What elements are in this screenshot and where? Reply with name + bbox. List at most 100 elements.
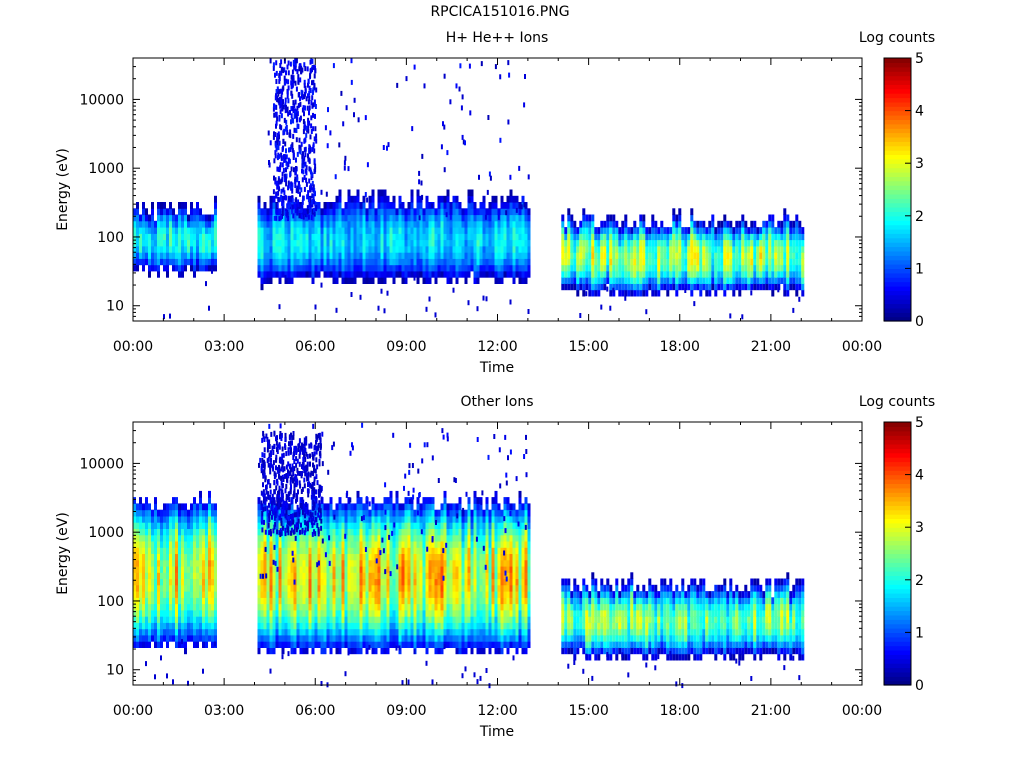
colorbar-swatch — [884, 198, 911, 204]
heatmap-cell — [332, 277, 336, 284]
heatmap-cell — [329, 214, 333, 222]
heatmap-cell — [666, 270, 670, 278]
heatmap-cell — [585, 220, 589, 228]
heatmap-cell — [708, 270, 712, 278]
heatmap-cell — [380, 584, 384, 592]
heatmap-cell — [190, 566, 193, 573]
heatmap-cell — [383, 277, 387, 284]
heatmap-cell — [151, 553, 154, 561]
heatmap-cell — [470, 258, 474, 266]
heatmap-cell — [323, 591, 327, 598]
heatmap-cell — [175, 597, 178, 605]
heatmap-cell — [214, 591, 217, 598]
heatmap-cell — [211, 572, 214, 580]
heatmap-cell — [287, 622, 291, 630]
heatmap-cell — [296, 151, 299, 157]
heatmap-cell — [332, 616, 336, 623]
heatmap-cell — [750, 227, 754, 234]
heatmap-cell — [524, 239, 528, 247]
heatmap-cell — [335, 515, 339, 523]
heatmap-cell — [741, 264, 745, 272]
heatmap-cell — [293, 113, 296, 119]
heatmap-cell — [266, 534, 270, 542]
heatmap-cell — [172, 227, 175, 234]
heatmap-cell — [527, 258, 531, 266]
heatmap-cell — [356, 547, 360, 554]
heatmap-cell — [281, 245, 285, 253]
heatmap-cell — [609, 239, 613, 247]
heatmap-cell — [386, 227, 390, 234]
heatmap-cell — [663, 252, 667, 259]
heatmap-cell — [305, 534, 309, 542]
heatmap-cell — [720, 227, 724, 234]
heatmap-cell — [395, 270, 399, 278]
heatmap-cell — [711, 239, 715, 247]
heatmap-cell — [286, 210, 289, 215]
heatmap-cell — [296, 210, 299, 216]
heatmap-cell — [269, 58, 272, 64]
heatmap-cell — [591, 258, 595, 266]
heatmap-cell — [347, 509, 351, 517]
heatmap-cell — [341, 509, 345, 517]
heatmap-cell — [166, 641, 169, 648]
heatmap-cell — [326, 584, 330, 592]
heatmap-cell — [362, 541, 366, 548]
heatmap-cell — [332, 572, 336, 580]
heatmap-cell — [720, 233, 724, 241]
heatmap-cell — [281, 233, 285, 241]
heatmap-cell — [317, 603, 321, 611]
heatmap-cell — [443, 214, 447, 222]
heatmap-cell — [275, 559, 279, 567]
heatmap-cell — [154, 541, 157, 548]
heatmap-cell — [148, 616, 151, 623]
heatmap-cell — [304, 85, 307, 91]
heatmap-cell — [609, 264, 613, 272]
heatmap-cell — [344, 609, 348, 617]
heatmap-cell — [305, 515, 309, 523]
heatmap-cell — [187, 628, 190, 636]
heatmap-cell — [301, 177, 304, 183]
heatmap-cell — [732, 277, 736, 284]
heatmap-cell — [681, 264, 685, 272]
heatmap-cell — [359, 497, 363, 504]
heatmap-cell — [672, 214, 676, 222]
heatmap-cell — [386, 553, 390, 561]
heatmap-cell — [308, 178, 311, 184]
heatmap-cell — [353, 233, 357, 241]
heatmap-cell — [418, 215, 421, 221]
heatmap-cell — [762, 283, 766, 291]
heatmap-cell — [196, 528, 199, 536]
heatmap-cell — [368, 214, 372, 222]
heatmap-cell — [428, 233, 432, 241]
heatmap-cell — [506, 220, 510, 228]
heatmap-cell — [290, 597, 294, 605]
heatmap-cell — [325, 191, 328, 197]
heatmap-cell — [735, 252, 739, 259]
heatmap-cell — [214, 597, 217, 605]
heatmap-cell — [515, 270, 519, 278]
heatmap-cell — [612, 245, 616, 253]
heatmap-cell — [468, 198, 471, 204]
heatmap-cell — [133, 591, 136, 598]
heatmap-cell — [347, 591, 351, 598]
heatmap-cell — [320, 634, 324, 642]
colorbar-swatch — [884, 268, 911, 274]
heatmap-cell — [335, 245, 339, 253]
heatmap-cell — [404, 270, 408, 278]
heatmap-cell — [290, 258, 294, 266]
heatmap-cell — [609, 245, 613, 253]
heatmap-cell — [452, 252, 456, 259]
heatmap-cell — [205, 503, 208, 511]
heatmap-cell — [786, 270, 790, 278]
heatmap-cell — [338, 572, 342, 580]
heatmap-cell — [190, 522, 193, 529]
heatmap-cell — [166, 591, 169, 598]
heatmap-cell — [296, 69, 299, 75]
heatmap-cell — [521, 264, 525, 272]
heatmap-cell — [166, 509, 169, 517]
heatmap-cell — [762, 270, 766, 278]
heatmap-cell — [214, 566, 217, 573]
heatmap-cell — [714, 258, 718, 266]
heatmap-cell — [338, 566, 342, 573]
heatmap-cell — [178, 220, 181, 228]
